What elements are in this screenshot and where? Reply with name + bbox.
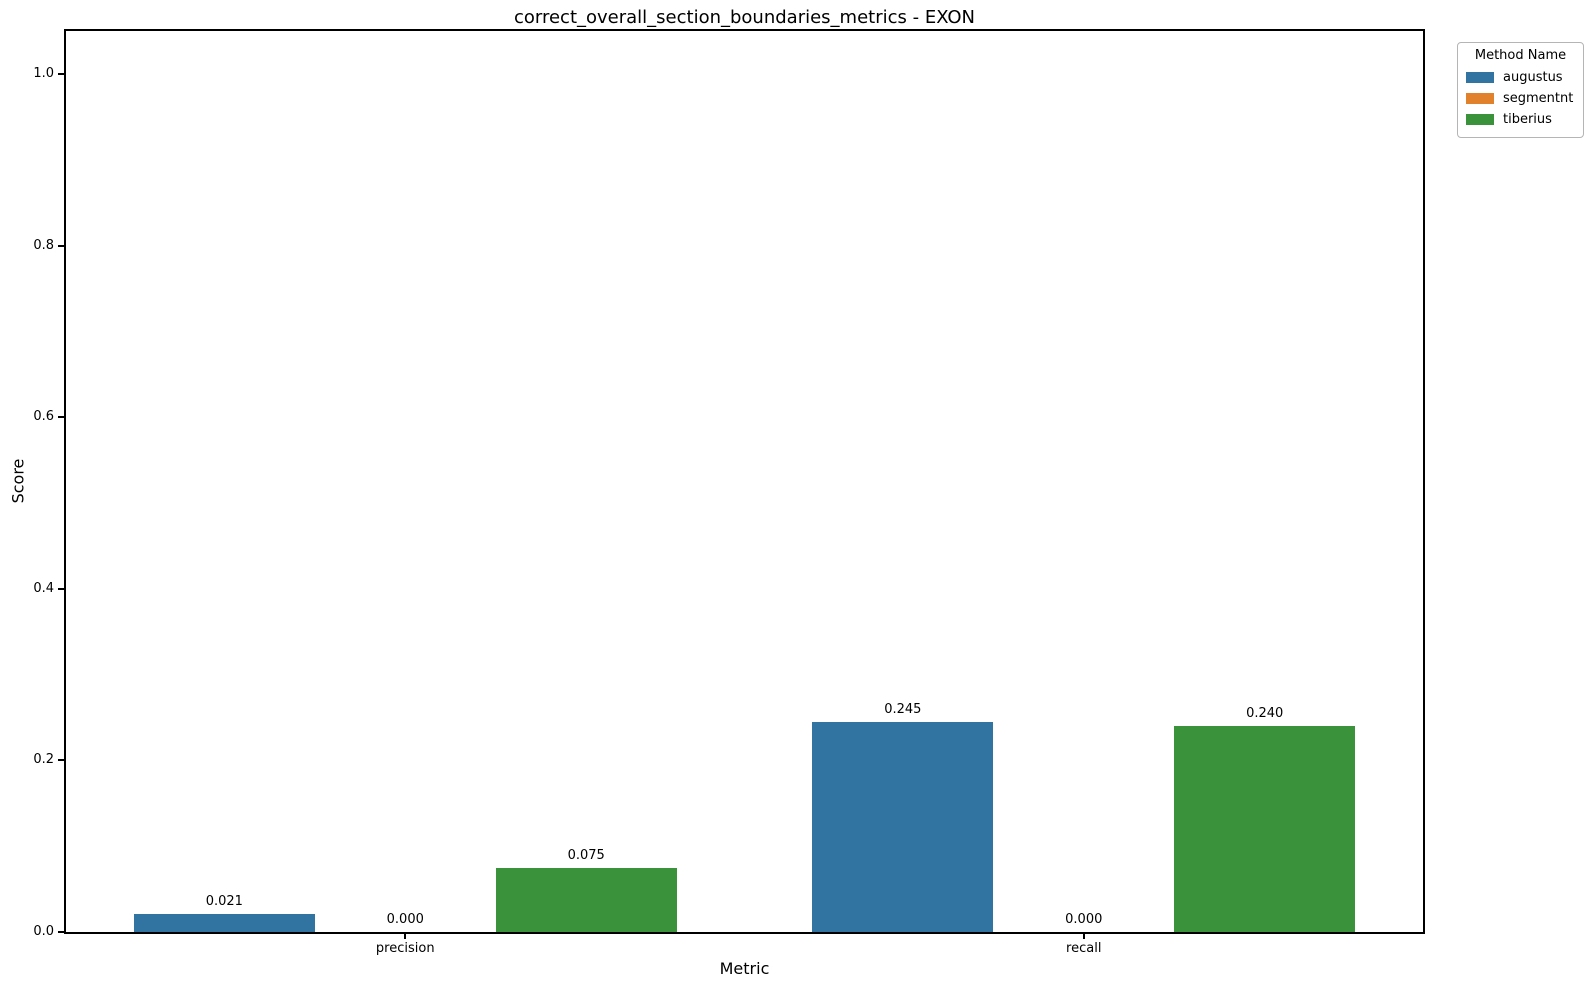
x-tick-mark — [1082, 934, 1085, 939]
legend-item-augustus: augustus — [1466, 67, 1575, 88]
y-tick-label: 0.0 — [33, 924, 54, 939]
y-tick-label: 0.8 — [33, 237, 54, 253]
legend-items: augustus segmentnt tiberius — [1466, 67, 1575, 130]
bar-tiberius-precision — [495, 867, 677, 932]
legend-item-label: augustus — [1503, 70, 1563, 85]
legend-swatch-icon — [1466, 72, 1494, 83]
y-tick-label: 0.2 — [33, 752, 54, 768]
bar-value-label: 0.000 — [1065, 912, 1103, 927]
y-axis-label: Score — [8, 458, 28, 504]
bar-value-label: 0.240 — [1246, 706, 1284, 722]
bar-value-label: 0.000 — [386, 912, 424, 927]
legend: Method Name augustus segmentnt tiberius — [1457, 42, 1584, 138]
legend-item-tiberius: tiberius — [1466, 109, 1575, 130]
y-tick-mark — [58, 759, 64, 762]
x-axis-label: Metric — [719, 959, 770, 978]
y-tick-mark — [58, 416, 64, 419]
legend-swatch-icon — [1466, 114, 1494, 125]
bar-value-label: 0.245 — [884, 701, 922, 717]
y-tick-label: 1.0 — [33, 65, 54, 81]
bar-augustus-recall — [812, 721, 994, 932]
y-tick-mark — [58, 587, 64, 590]
legend-title: Method Name — [1474, 48, 1567, 63]
x-tick-label-recall: recall — [1066, 941, 1102, 956]
y-tick-label: 0.4 — [33, 580, 54, 596]
legend-swatch-icon — [1466, 93, 1494, 104]
legend-item-label: tiberius — [1503, 112, 1552, 127]
bar-tiberius-recall — [1174, 726, 1356, 932]
y-tick-label: 0.6 — [33, 409, 54, 425]
legend-item-segmentnt: segmentnt — [1466, 88, 1575, 109]
bar-value-label: 0.021 — [205, 893, 243, 909]
y-tick-mark — [58, 244, 64, 247]
bar-value-label: 0.075 — [567, 847, 605, 863]
chart-title: correct_overall_section_boundaries_metri… — [513, 7, 976, 28]
plot-area: 0.021 0.245 0.000 0.000 0.075 0.240 — [64, 29, 1425, 934]
x-tick-label-precision: precision — [375, 941, 435, 956]
y-tick-mark — [58, 72, 64, 75]
x-tick-mark — [404, 934, 407, 939]
legend-item-label: segmentnt — [1503, 91, 1574, 106]
bar-augustus-precision — [133, 913, 315, 932]
y-tick-mark — [58, 931, 64, 933]
